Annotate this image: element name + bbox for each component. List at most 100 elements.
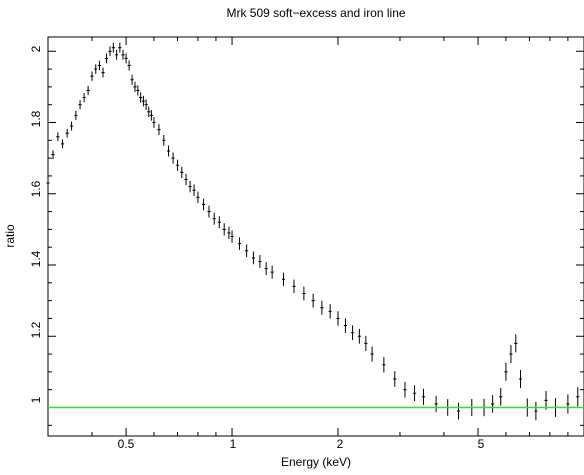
- x-tick-label-2: 2: [337, 437, 344, 451]
- data-point: [576, 387, 580, 407]
- data-point: [230, 230, 234, 243]
- data-point: [152, 117, 156, 128]
- data-point: [51, 150, 55, 159]
- chart-title: Mrk 509 soft−excess and iron line: [226, 6, 405, 20]
- data-point: [504, 362, 508, 381]
- data-point: [97, 60, 102, 71]
- data-point: [237, 237, 242, 250]
- y-tick-label-2: 2: [29, 45, 43, 52]
- data-point: [133, 81, 137, 93]
- data-point: [434, 395, 438, 413]
- data-point: [130, 74, 134, 85]
- data-point: [281, 272, 286, 286]
- data-point: [136, 85, 140, 96]
- data-point: [258, 255, 262, 268]
- data-point: [111, 42, 115, 53]
- data-point: [78, 100, 82, 110]
- data-point: [328, 304, 332, 319]
- data-point: [499, 387, 503, 406]
- data-point: [212, 212, 216, 225]
- data-point: [196, 191, 200, 204]
- data-point: [115, 49, 119, 60]
- data-point: [82, 92, 86, 103]
- data-point: [101, 67, 105, 78]
- data-point: [56, 132, 60, 142]
- data-point: [201, 198, 206, 211]
- data-point: [382, 357, 386, 373]
- y-axis-label: ratio: [3, 224, 17, 248]
- x-tick-label-5: 5: [478, 437, 485, 451]
- data-point: [320, 300, 324, 315]
- data-point: [69, 121, 74, 131]
- data-point: [311, 293, 315, 308]
- data-point: [188, 180, 192, 193]
- data-point: [118, 42, 122, 53]
- data-point: [180, 166, 184, 179]
- data-point: [141, 95, 146, 107]
- y-tick-label-1.6: 1.6: [29, 180, 43, 197]
- data-point: [166, 145, 171, 157]
- data-point: [518, 369, 523, 389]
- x-axis-label: Energy (keV): [281, 455, 351, 469]
- data-point: [207, 205, 211, 218]
- data-point: [127, 60, 131, 71]
- data-point: [124, 53, 128, 64]
- data-point: [292, 279, 296, 294]
- data-point: [357, 328, 361, 344]
- data-point: [104, 53, 109, 64]
- data-point: [370, 346, 374, 362]
- data-point: [171, 152, 175, 164]
- data-point: [343, 318, 348, 333]
- data-point: [217, 216, 221, 229]
- data-point: [336, 311, 340, 326]
- data-point: [456, 402, 461, 420]
- data-point: [421, 388, 426, 405]
- data-point: [264, 262, 268, 276]
- y-tick-label-1: 1: [29, 396, 43, 403]
- x-tick-label-0.5: 0.5: [118, 437, 135, 451]
- data-point: [403, 381, 407, 398]
- data-point: [412, 385, 417, 402]
- data-point: [60, 139, 65, 149]
- data-point: [175, 159, 180, 171]
- data-point: [534, 401, 538, 421]
- data-point: [251, 251, 255, 265]
- data-point: [149, 110, 153, 121]
- data-point: [544, 391, 548, 410]
- data-point: [162, 134, 166, 146]
- y-tick-label-1.8: 1.8: [29, 110, 43, 127]
- data-point: [74, 110, 78, 120]
- data-point: [46, 178, 50, 188]
- y-tick-label-1.4: 1.4: [29, 250, 43, 267]
- data-point: [108, 46, 112, 57]
- data-point: [184, 173, 188, 186]
- x-tick-label-1: 1: [230, 437, 237, 451]
- data-point: [86, 85, 90, 96]
- data-point: [139, 92, 143, 103]
- data-point: [227, 226, 231, 240]
- data-point: [491, 395, 495, 413]
- data-point: [222, 223, 226, 236]
- data-points: [46, 42, 580, 421]
- data-point: [65, 128, 69, 138]
- data-point: [192, 184, 196, 196]
- data-point: [302, 286, 306, 301]
- data-point: [147, 106, 151, 118]
- data-point: [94, 64, 98, 74]
- data-point: [121, 49, 125, 60]
- data-point: [144, 99, 148, 110]
- data-point: [514, 334, 518, 353]
- axis-ticks: [47, 37, 584, 436]
- data-point: [270, 265, 274, 279]
- data-point: [393, 371, 397, 387]
- data-point: [350, 325, 355, 341]
- data-point: [566, 394, 570, 414]
- y-tick-label-1.2: 1.2: [29, 321, 43, 338]
- data-point: [509, 345, 513, 364]
- data-point: [364, 335, 368, 351]
- plot-frame: [47, 36, 584, 437]
- data-point: [245, 244, 249, 258]
- data-point: [157, 124, 161, 136]
- data-point: [90, 71, 94, 81]
